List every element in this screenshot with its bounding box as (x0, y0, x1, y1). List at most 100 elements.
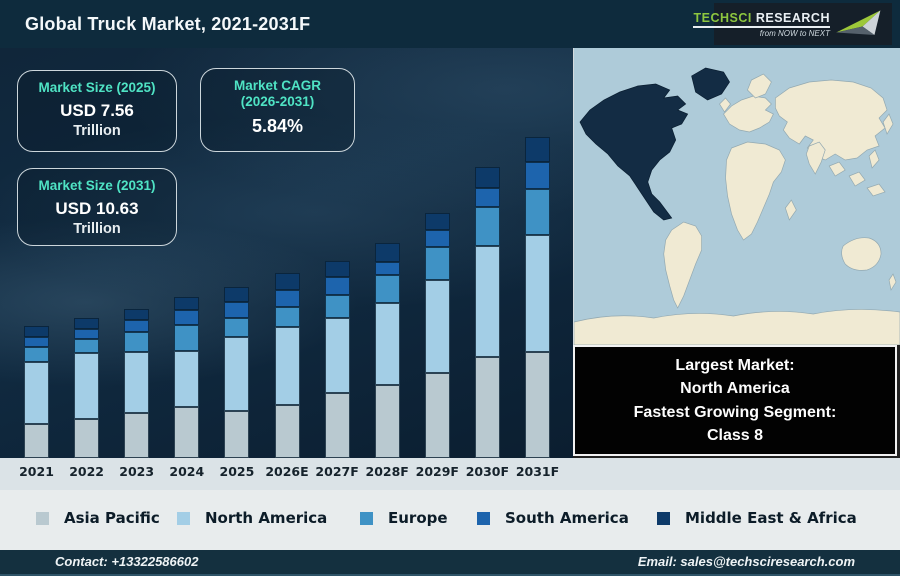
bar-segment-middle-east-africa (24, 326, 49, 337)
continent-south-america (663, 221, 702, 309)
region-india (805, 141, 826, 175)
bar-segment-north-america (324, 318, 350, 393)
stat-label-line2: (2026-2031) (240, 94, 315, 109)
info-line-fastest-segment-label: Fastest Growing Segment: (633, 403, 837, 421)
bar-segment-asia-pacific (474, 357, 500, 458)
legend-item-south-america: South America (477, 509, 629, 527)
bar-segment-middle-east-africa (324, 261, 350, 277)
bar-segment-asia-pacific (224, 411, 250, 458)
continent-antarctica (574, 309, 900, 345)
stat-box-market-size-2031: Market Size (2031) USD 10.63 Trillion (17, 168, 177, 246)
bar-segment-europe (474, 207, 500, 246)
bar-segment-asia-pacific (324, 393, 350, 458)
bar-2028f (374, 243, 400, 458)
bar-segment-middle-east-africa (525, 137, 550, 162)
bar-segment-south-america (124, 320, 150, 332)
bar-segment-south-america (24, 337, 49, 347)
continent-north-america-highlighted (579, 83, 689, 221)
info-line-largest-market-label: Largest Market: (675, 356, 795, 374)
logo-arrow-icon (836, 10, 881, 36)
legend-swatch-north-america (177, 511, 190, 525)
legend-label-europe: Europe (388, 509, 448, 527)
year-label-2025: 2025 (219, 464, 255, 479)
bar-segment-south-america (224, 302, 250, 318)
region-indonesia (866, 183, 886, 197)
bar-segment-asia-pacific (274, 405, 300, 458)
bar-segment-middle-east-africa (274, 273, 300, 290)
continent-asia (775, 79, 888, 161)
bar-segment-north-america (424, 280, 450, 373)
continent-europe (723, 95, 774, 133)
year-label-2030f: 2030F (465, 464, 510, 479)
bar-segment-asia-pacific (124, 413, 150, 458)
title-bar: Global Truck Market, 2021-2031F TechSci R… (0, 0, 900, 48)
bar-2021 (24, 326, 49, 458)
year-label-2022: 2022 (69, 464, 104, 479)
bar-segment-south-america (74, 329, 100, 339)
year-label-2023: 2023 (119, 464, 155, 479)
bar-segment-middle-east-africa (224, 287, 250, 302)
bar-segment-south-america (525, 162, 550, 189)
chart-legend: Asia Pacific North America Europe South Ame… (0, 490, 900, 550)
chart-region: Market Size (2025) USD 7.56 Trillion Mar… (0, 48, 573, 458)
stat-label: Market CAGR (233, 78, 322, 93)
year-label-2031f: 2031F (515, 464, 560, 479)
bar-2027f (324, 261, 350, 458)
footer-bar: Contact: +13322586602 Email: sales@techs… (0, 550, 900, 576)
year-label-2021: 2021 (19, 464, 54, 479)
logo-text: TechSci Research from NOW to NEXT (693, 11, 830, 38)
bar-segment-south-america (374, 262, 400, 275)
stat-value: USD 10.63 (55, 199, 139, 218)
bar-2022 (74, 318, 100, 458)
bar-segment-europe (525, 189, 550, 235)
stacked-bar-chart (0, 48, 573, 458)
logo-tagline: from NOW to NEXT (759, 28, 830, 38)
bar-segment-north-america (224, 337, 250, 411)
bar-segment-middle-east-africa (424, 213, 450, 230)
bar-2023 (124, 309, 150, 458)
stat-label: Market Size (2025) (38, 80, 156, 95)
bar-segment-asia-pacific (424, 373, 450, 458)
world-map-panel (573, 48, 900, 345)
legend-label-middle-east-africa: Middle East & Africa (685, 509, 857, 527)
bar-segment-middle-east-africa (474, 167, 500, 188)
bar-segment-europe (124, 332, 150, 352)
logo-brand-primary: TechSci (693, 10, 752, 25)
region-japan (882, 113, 894, 135)
stat-label: Market Size (2031) (38, 178, 156, 193)
legend-swatch-europe (360, 511, 373, 525)
bar-segment-north-america (374, 303, 400, 385)
footer-email: Email: sales@techsciresearch.com (637, 554, 855, 569)
bar-segment-middle-east-africa (124, 309, 150, 320)
bar-segment-south-america (474, 188, 500, 207)
bar-segment-north-america (74, 353, 100, 419)
bar-segment-asia-pacific (24, 424, 49, 458)
legend-item-north-america: North America (177, 509, 327, 527)
bar-2026e (274, 273, 300, 458)
bar-segment-north-america (124, 352, 150, 413)
region-british-isles (719, 97, 731, 113)
bar-segment-europe (224, 318, 250, 337)
stat-value: 5.84% (251, 116, 304, 136)
legend-item-europe: Europe (360, 509, 448, 527)
bar-segment-asia-pacific (374, 385, 400, 458)
region-philippines (868, 149, 880, 169)
year-label-2026e: 2026E (265, 464, 309, 479)
bar-segment-asia-pacific (174, 407, 200, 458)
bar-2030f (474, 167, 500, 458)
bar-segment-europe (274, 307, 300, 327)
page-title: Global Truck Market, 2021-2031F (25, 14, 311, 34)
stat-unit: Trillion (73, 123, 121, 139)
legend-label-asia-pacific: Asia Pacific (64, 509, 160, 527)
stat-box-market-cagr: Market CAGR (2026-2031) 5.84% (200, 68, 355, 152)
bar-segment-north-america (274, 327, 300, 405)
legend-label-south-america: South America (505, 509, 629, 527)
bar-segment-asia-pacific (74, 419, 100, 458)
world-map (574, 48, 900, 345)
year-label-2027f: 2027F (315, 464, 359, 479)
year-label-2029f: 2029F (415, 464, 459, 479)
stat-box-market-size-2025: Market Size (2025) USD 7.56 Trillion (17, 70, 177, 152)
bar-segment-middle-east-africa (174, 297, 200, 310)
stat-value: USD 7.56 (60, 101, 134, 120)
